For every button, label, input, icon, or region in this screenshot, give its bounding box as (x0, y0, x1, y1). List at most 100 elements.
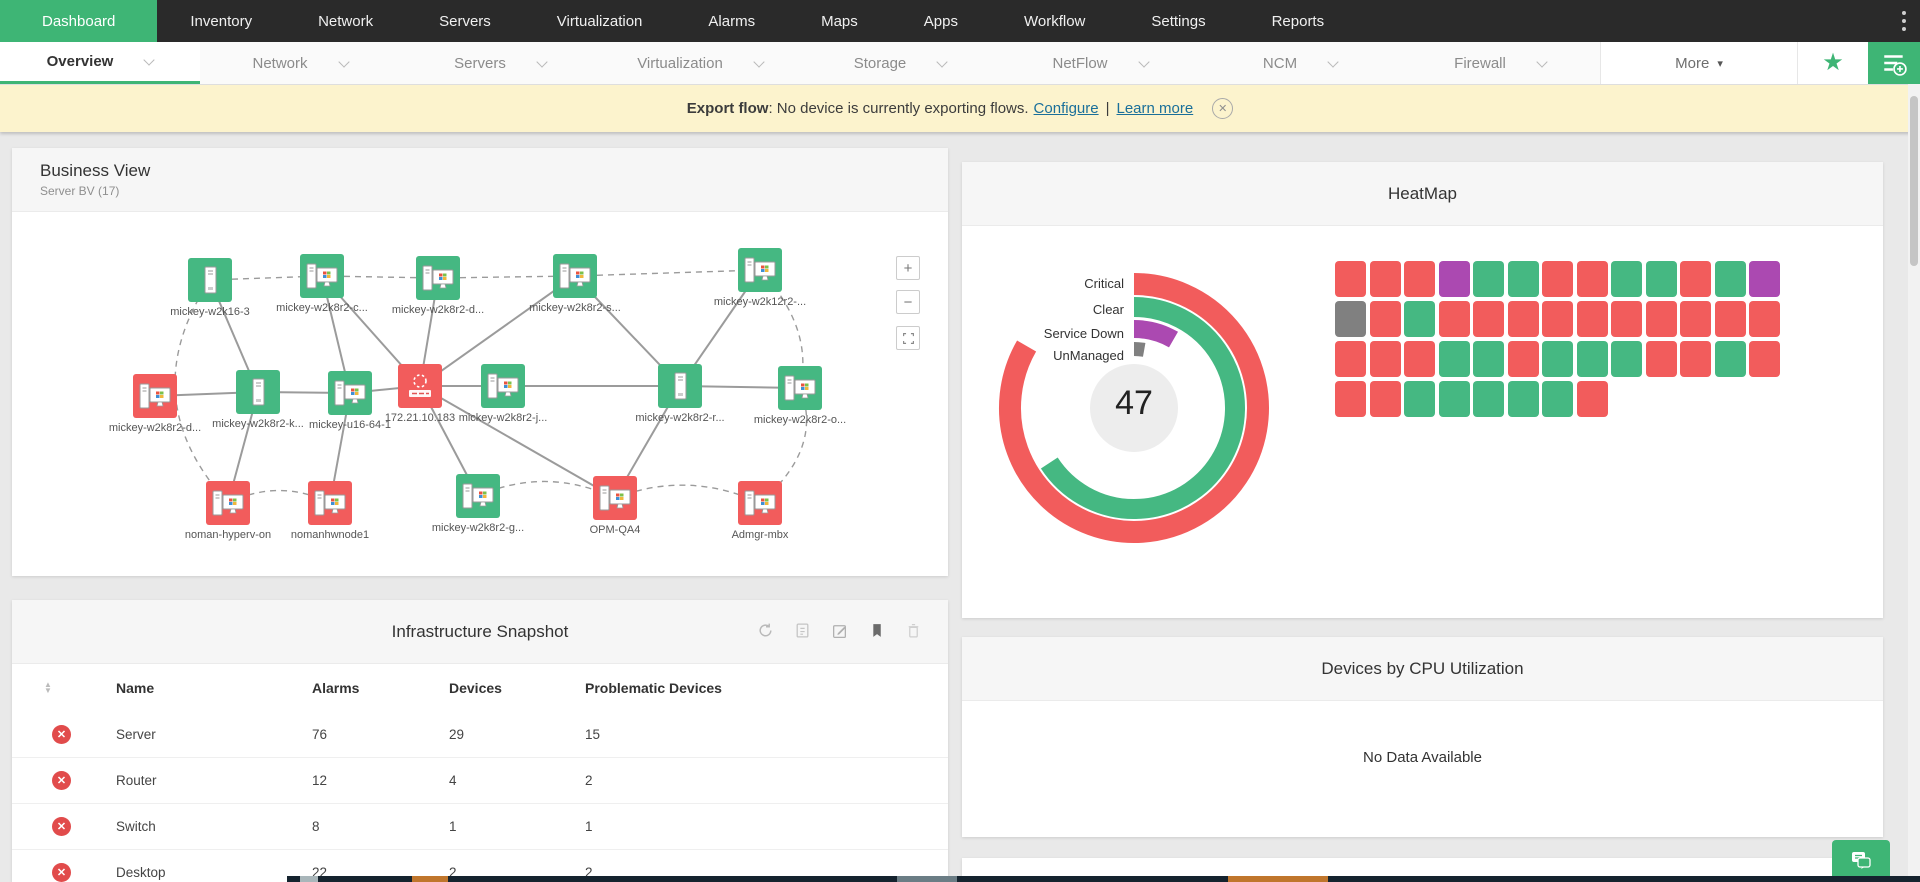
topology-node-mickey-w2k8r2-r[interactable] (658, 364, 702, 408)
scrollbar-thumb[interactable] (1910, 96, 1918, 266)
heatmap-cell[interactable] (1715, 341, 1746, 377)
sub-nav-tab-virtualization[interactable]: Virtualization (600, 42, 800, 84)
add-dashboard-button[interactable] (1868, 42, 1920, 84)
heatmap-cell[interactable] (1577, 301, 1608, 337)
table-row-switch[interactable]: ✕ Switch 8 1 1 (12, 804, 948, 850)
sub-nav-tab-overview[interactable]: Overview (0, 42, 200, 84)
feedback-button[interactable] (1832, 840, 1890, 882)
heatmap-cell[interactable] (1680, 341, 1711, 377)
heatmap-cell[interactable] (1404, 261, 1435, 297)
vertical-scrollbar[interactable] (1908, 84, 1920, 882)
export-widget-icon[interactable] (794, 622, 811, 639)
top-nav-item-network[interactable]: Network (318, 12, 374, 30)
topology-node-mickey-u16-64-1[interactable] (328, 371, 372, 415)
heatmap-cell[interactable] (1370, 261, 1401, 297)
heatmap-cell[interactable] (1715, 261, 1746, 297)
top-nav-item-maps[interactable]: Maps (821, 12, 858, 30)
heatmap-cell[interactable] (1749, 341, 1780, 377)
heatmap-cell[interactable] (1611, 301, 1642, 337)
heatmap-cell[interactable] (1680, 261, 1711, 297)
edit-widget-icon[interactable] (831, 622, 848, 639)
heatmap-cell[interactable] (1404, 381, 1435, 417)
topology-node-mickey-w2k12r2[interactable] (738, 248, 782, 292)
top-nav-item-dashboard[interactable]: Dashboard (0, 0, 158, 42)
heatmap-cell[interactable] (1611, 261, 1642, 297)
heatmap-cell[interactable] (1646, 301, 1677, 337)
table-row-router[interactable]: ✕ Router 12 4 2 (12, 758, 948, 804)
column-name[interactable]: Name (116, 680, 155, 696)
fit-view-button[interactable] (896, 326, 920, 350)
heatmap-cell[interactable] (1335, 341, 1366, 377)
topology-node-mickey-w2k8r2-g[interactable] (456, 474, 500, 518)
heatmap-cell[interactable] (1646, 261, 1677, 297)
severity-ring-unmanaged[interactable] (1133, 342, 1146, 357)
heatmap-cell[interactable] (1370, 381, 1401, 417)
heatmap-cell[interactable] (1577, 341, 1608, 377)
heatmap-cell[interactable] (1473, 261, 1504, 297)
heatmap-cell[interactable] (1370, 301, 1401, 337)
heatmap-cell[interactable] (1335, 261, 1366, 297)
heatmap-cell[interactable] (1335, 381, 1366, 417)
sub-nav-tab-ncm[interactable]: NCM (1200, 42, 1400, 84)
topology-node-nomanhwnode1[interactable] (308, 481, 352, 525)
table-row-server[interactable]: ✕ Server 76 29 15 (12, 712, 948, 758)
heatmap-cell[interactable] (1577, 261, 1608, 297)
favorite-button[interactable]: ★ (1797, 42, 1868, 84)
heatmap-cell[interactable] (1404, 341, 1435, 377)
heatmap-cell[interactable] (1508, 341, 1539, 377)
heatmap-cell[interactable] (1542, 381, 1573, 417)
heatmap-cell[interactable] (1749, 261, 1780, 297)
refresh-widget-icon[interactable] (757, 622, 774, 639)
topology-node-mickey-w2k8r2-o[interactable] (778, 366, 822, 410)
heatmap-cell[interactable] (1542, 261, 1573, 297)
top-nav-item-apps[interactable]: Apps (923, 12, 958, 30)
top-nav-item-reports[interactable]: Reports (1271, 12, 1325, 30)
top-nav-item-alarms[interactable]: Alarms (708, 12, 756, 30)
heatmap-cell[interactable] (1508, 261, 1539, 297)
heatmap-cell[interactable] (1439, 341, 1470, 377)
heatmap-cell[interactable] (1473, 301, 1504, 337)
zoom-in-button[interactable]: + (896, 256, 920, 280)
topology-node-172-21-10-183[interactable] (398, 364, 442, 408)
top-nav-item-inventory[interactable]: Inventory (190, 12, 253, 30)
heatmap-cell[interactable] (1508, 381, 1539, 417)
topology-node-mickey-w2k8r2-d[interactable] (133, 374, 177, 418)
top-nav-item-workflow[interactable]: Workflow (1023, 12, 1086, 30)
severity-ring-service-down[interactable] (1133, 320, 1179, 348)
sub-nav-tab-netflow[interactable]: NetFlow (1000, 42, 1200, 84)
top-nav-item-virtualization[interactable]: Virtualization (556, 12, 643, 30)
sort-icon[interactable]: ▲ ▼ (44, 680, 52, 695)
heatmap-cell[interactable] (1577, 381, 1608, 417)
zoom-out-button[interactable]: − (896, 290, 920, 314)
heatmap-cell[interactable] (1335, 301, 1366, 337)
heatmap-cell[interactable] (1542, 341, 1573, 377)
heatmap-cell[interactable] (1508, 301, 1539, 337)
configure-link[interactable]: Configure (1033, 99, 1099, 117)
sub-nav-tab-storage[interactable]: Storage (800, 42, 1000, 84)
column-devices[interactable]: Devices (449, 680, 502, 696)
overflow-menu-icon[interactable] (1888, 0, 1920, 42)
topology-node-mickey-w2k8r2-k[interactable] (236, 370, 280, 414)
topology-node-mickey-w2k16-3[interactable] (188, 258, 232, 302)
topology-node-mickey-w2k8r2-d[interactable] (416, 256, 460, 300)
heatmap-cell[interactable] (1473, 341, 1504, 377)
topology-node-admgr-mbx[interactable] (738, 481, 782, 525)
heatmap-cell[interactable] (1646, 341, 1677, 377)
top-nav-item-servers[interactable]: Servers (439, 12, 491, 30)
topology-node-opm-qa4[interactable] (593, 476, 637, 520)
heatmap-cell[interactable] (1439, 381, 1470, 417)
heatmap-cell[interactable] (1715, 301, 1746, 337)
column-alarms[interactable]: Alarms (312, 680, 360, 696)
heatmap-cell[interactable] (1370, 341, 1401, 377)
heatmap-cell[interactable] (1439, 261, 1470, 297)
more-tab[interactable]: More ▾ (1600, 42, 1797, 84)
heatmap-cell[interactable] (1473, 381, 1504, 417)
topology-node-noman-hyperv-on[interactable] (206, 481, 250, 525)
sub-nav-tab-firewall[interactable]: Firewall (1400, 42, 1600, 84)
top-nav-item-settings[interactable]: Settings (1151, 12, 1206, 30)
learn-more-link[interactable]: Learn more (1116, 99, 1194, 117)
heatmap-cell[interactable] (1404, 301, 1435, 337)
move-widget-icon[interactable] (868, 622, 885, 639)
heatmap-cell[interactable] (1749, 301, 1780, 337)
delete-widget-icon[interactable] (905, 622, 922, 639)
